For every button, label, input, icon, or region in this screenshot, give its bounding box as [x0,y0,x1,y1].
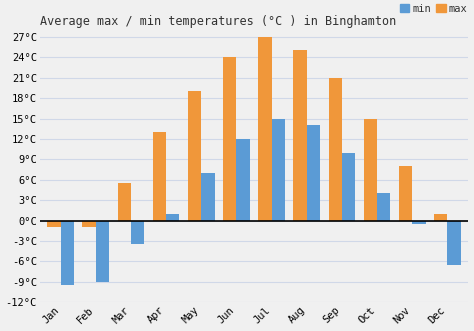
Bar [131,221,145,245]
Bar [399,166,412,221]
Legend: min, max: min, max [400,4,467,14]
Bar [153,132,166,221]
Bar [47,221,61,227]
Bar [237,139,250,221]
Bar [342,153,355,221]
Bar [61,221,74,285]
Bar [364,118,377,221]
Bar [258,37,272,221]
Bar [447,221,461,265]
Text: Average max / min temperatures (°C ) in Binghamton: Average max / min temperatures (°C ) in … [40,15,396,28]
Bar [307,125,320,221]
Bar [328,78,342,221]
Bar [272,118,285,221]
Bar [166,214,180,221]
Bar [118,183,131,221]
Bar [434,214,447,221]
Bar [412,221,426,224]
Bar [82,221,96,227]
Bar [377,193,391,221]
Bar [201,173,215,221]
Bar [293,51,307,221]
Bar [223,57,237,221]
Bar [188,91,201,221]
Bar [96,221,109,282]
